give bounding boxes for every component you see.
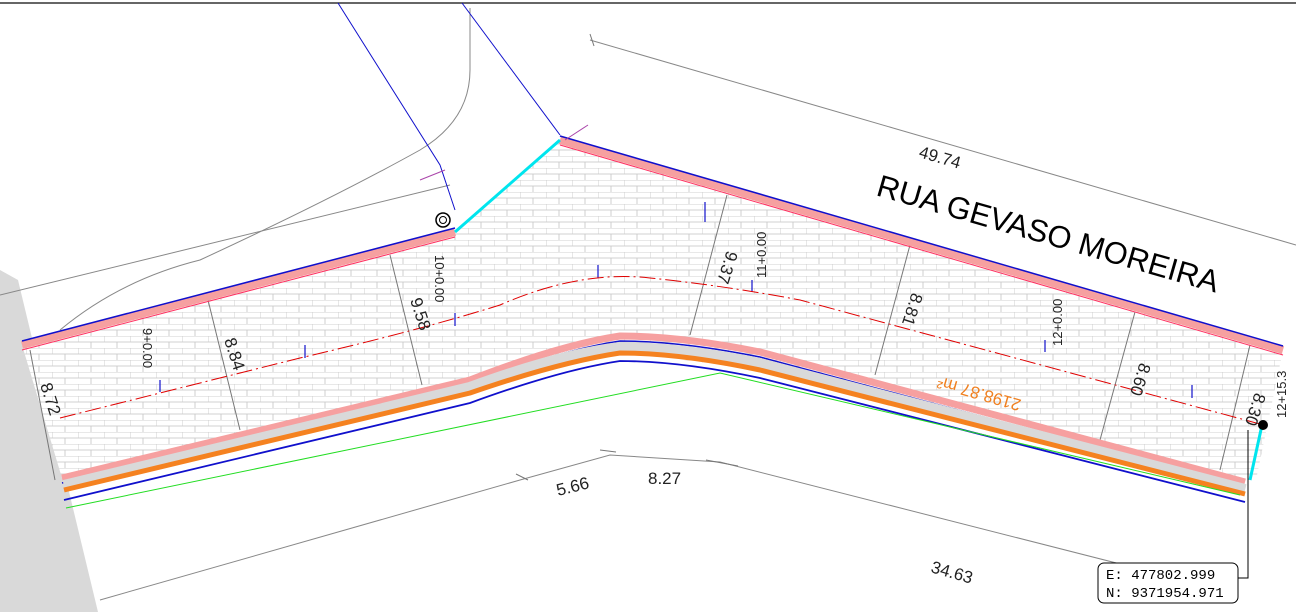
ground-line xyxy=(65,372,1241,509)
centerline xyxy=(59,276,1261,425)
coordinate-box xyxy=(1097,562,1239,604)
sidewalk-line xyxy=(63,350,1246,497)
limit-line-left xyxy=(454,138,561,234)
bottom-curb xyxy=(61,332,1246,486)
utility-line-a xyxy=(337,2,456,211)
leader-line xyxy=(1238,430,1249,579)
grey-strip xyxy=(62,341,1247,496)
top-curb-left xyxy=(20,228,457,349)
manhole-icon xyxy=(435,212,451,228)
point-marker-icon xyxy=(1258,420,1268,430)
limit-line-right xyxy=(1248,424,1264,481)
width-lines xyxy=(29,194,1251,481)
utility-line-b xyxy=(461,2,561,136)
coord-n: N: 9371954.971 xyxy=(1106,586,1224,602)
dim-bottom-b: 8.27 xyxy=(648,469,681,488)
station-ticks xyxy=(159,202,1193,398)
dimension-ticks xyxy=(515,33,739,481)
dim-top: 49.74 xyxy=(917,143,963,173)
dim-bottom-a: 5.66 xyxy=(554,473,591,499)
station-label: 10+0.00 xyxy=(432,255,447,302)
station-label: 11+0.00 xyxy=(754,232,769,278)
dim-bottom-long: 34.63 xyxy=(929,558,975,588)
background-lines xyxy=(0,8,1296,601)
station-label: 12+0.00 xyxy=(1050,299,1065,346)
grey-band xyxy=(0,270,98,612)
station-label: 12+15.3 xyxy=(1274,371,1289,418)
coord-e: E: 477802.999 xyxy=(1106,568,1215,584)
paving-area xyxy=(22,140,1283,480)
station-label: 9+0.00 xyxy=(140,328,155,368)
offset-line xyxy=(63,360,1246,503)
top-curb-right xyxy=(558,136,1285,354)
